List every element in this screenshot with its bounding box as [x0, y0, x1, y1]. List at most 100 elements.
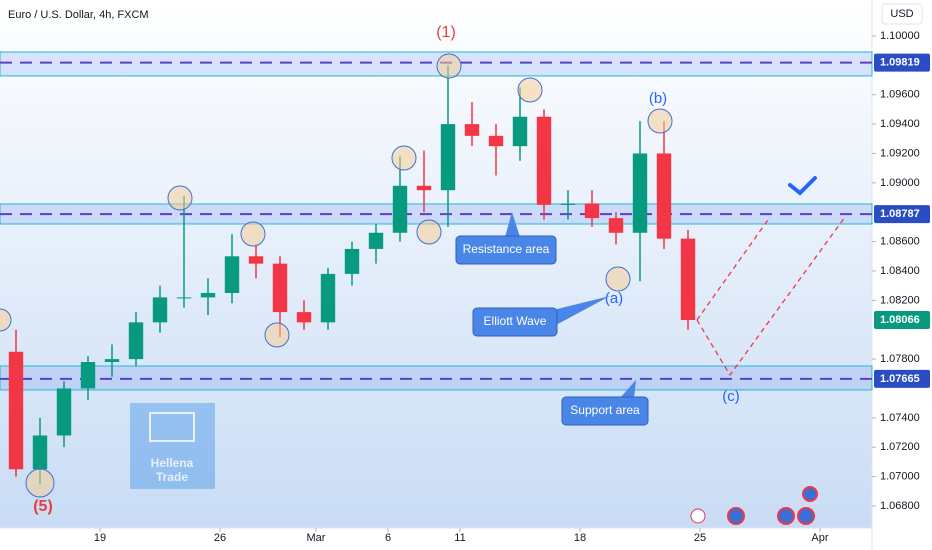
watermark-text: Hellena: [151, 456, 194, 470]
callout-pointer: [505, 212, 520, 237]
pivot-circle: [605, 266, 631, 292]
watermark-text: Trade: [156, 470, 188, 484]
candle-body: [368, 232, 384, 249]
y-tick-label: 1.07800: [880, 353, 920, 365]
candle-body: [8, 351, 24, 470]
callout-pointer: [545, 296, 610, 325]
y-tick-label: 1.08600: [880, 236, 920, 248]
x-tick-label: 11: [454, 532, 465, 544]
candle-body: [344, 248, 360, 274]
candle-body: [248, 256, 264, 264]
x-tick-label: 25: [694, 532, 706, 544]
check-mark: [788, 176, 817, 196]
callout-box: [472, 307, 558, 337]
y-tick-label: 1.07000: [880, 471, 920, 483]
pivot-circle: [517, 77, 543, 103]
projection-path: [696, 216, 771, 321]
x-tick-label: Apr: [811, 532, 828, 544]
event-icon: [690, 508, 706, 524]
candle-body: [152, 297, 168, 323]
pivot-circle: [416, 219, 442, 245]
y-tick-label: 1.08400: [880, 265, 920, 277]
last-price-label: 1.08066: [880, 314, 920, 326]
callout: Support area: [561, 380, 649, 426]
x-tick-label: 6: [385, 532, 391, 544]
candle-body: [104, 359, 120, 363]
pivot-circle: [391, 145, 417, 171]
pivot-circle: [264, 322, 290, 348]
x-tick-label: 18: [574, 532, 586, 544]
candle-body: [200, 293, 216, 298]
wave-label: (b): [649, 90, 667, 107]
y-tick-label: 1.07200: [880, 441, 920, 453]
pivot-circle: [0, 308, 12, 332]
candle-body: [272, 263, 288, 313]
y-tick-label: 1.09200: [880, 147, 920, 159]
level-label-box: [874, 53, 930, 72]
x-tick-label: 19: [94, 532, 106, 544]
zone-band: [0, 51, 873, 77]
axes: 1.10000 1.09600 1.09400 1.09200 1.09000 1.086…: [94, 30, 930, 544]
candle-body: [32, 435, 48, 470]
candle-body: [512, 116, 528, 147]
projection: [696, 216, 846, 377]
candle-body: [608, 218, 624, 233]
callout-text: Elliott Wave: [484, 314, 547, 328]
zone-band: [0, 365, 873, 391]
watermark-icon: [149, 412, 195, 442]
x-tick-label: 26: [214, 532, 226, 544]
candle-body: [584, 203, 600, 219]
pivot-circle: [25, 468, 55, 498]
wave-label: (1): [436, 24, 456, 41]
event-icons: [690, 486, 818, 525]
event-icon: [797, 507, 815, 525]
callout: Elliott Wave: [472, 296, 610, 337]
event-icon: [777, 507, 795, 525]
callout-pointer: [620, 380, 636, 398]
chart-title: Euro / U.S. Dollar, 4h, FXCM: [8, 9, 149, 21]
x-tick-label: Mar: [307, 532, 326, 544]
candle-body: [440, 124, 456, 191]
candle-body: [128, 322, 144, 360]
candle-body: [392, 185, 408, 233]
wave-label: (a): [605, 290, 623, 307]
pivot-circle: [647, 108, 673, 134]
level-label-box: [874, 205, 930, 224]
level-label: 1.07665: [880, 373, 920, 385]
candle-body: [416, 185, 432, 191]
plot-background: [0, 0, 872, 528]
callout: Resistance area: [455, 212, 557, 265]
y-tick-label: 1.10000: [880, 30, 920, 42]
candle-body: [536, 116, 552, 205]
level-label: 1.08787: [880, 208, 920, 220]
y-tick-label: 1.06800: [880, 500, 920, 512]
callout-box: [455, 235, 557, 265]
pivot-circles: [0, 53, 673, 498]
candle-body: [224, 256, 240, 294]
level-label: 1.09819: [880, 56, 920, 68]
candle-body: [56, 388, 72, 436]
candle-body: [296, 312, 312, 323]
pivot-circle: [436, 53, 462, 79]
currency-box: [881, 3, 923, 25]
pivot-circle: [240, 221, 266, 247]
level-label-box: [874, 369, 930, 388]
y-tick-label: 1.09000: [880, 177, 920, 189]
callout-text: Resistance area: [463, 242, 550, 256]
y-tick-label: 1.09600: [880, 89, 920, 101]
candle-body: [680, 238, 696, 321]
wave-label: (5): [33, 498, 53, 515]
last-price-box: [874, 311, 930, 330]
annotations: (1) (5) (a) (b) (c) Resistance area Elli…: [0, 24, 846, 525]
watermark-box: [130, 403, 215, 489]
zones: [0, 51, 873, 391]
watermark: Hellena Trade: [130, 403, 215, 489]
pivot-circle: [167, 185, 193, 211]
candle-body: [632, 153, 648, 233]
candle-body: [464, 124, 480, 136]
y-tick-label: 1.07400: [880, 412, 920, 424]
candle-body: [488, 135, 504, 147]
candle-body: [176, 297, 192, 299]
y-tick-label: 1.08200: [880, 294, 920, 306]
